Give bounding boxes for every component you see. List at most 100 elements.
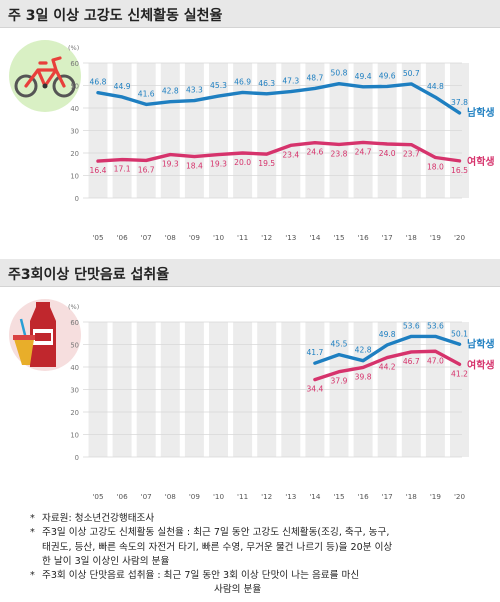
data-point xyxy=(410,335,413,338)
data-label: 19.3 xyxy=(210,160,227,169)
x-tick-label: '15 xyxy=(333,233,344,242)
x-tick-label: '15 xyxy=(333,492,344,501)
y-tick-label: 30 xyxy=(70,128,79,136)
series-line-1 xyxy=(96,81,462,115)
note-marker: * xyxy=(30,570,35,582)
data-point xyxy=(169,153,172,156)
data-point xyxy=(361,366,365,369)
data-label: 19.5 xyxy=(258,159,275,168)
soda-drink-icon xyxy=(9,299,81,371)
y-tick-label: 40 xyxy=(70,105,79,113)
chart1-svg: 0 10 20 30 40 50 60 (%) '05 '06 '07 '08 '09 '10 '11 '12… xyxy=(9,40,495,242)
data-point xyxy=(217,153,220,156)
data-point xyxy=(337,370,341,373)
data-label: 46.9 xyxy=(234,77,251,86)
data-label: 23.4 xyxy=(282,150,299,159)
note-def2-line2: 사람의 분율 xyxy=(214,584,262,596)
data-label: 44.9 xyxy=(114,82,131,91)
data-label: 48.7 xyxy=(306,73,323,82)
y-axis-label: (%) xyxy=(68,303,79,311)
series-name-label: 남학생 xyxy=(467,337,495,350)
data-point xyxy=(458,159,461,163)
x-tick-label: '12 xyxy=(261,492,272,501)
data-label: 42.8 xyxy=(162,87,179,96)
series-name-label: 여학생 xyxy=(467,155,495,168)
data-point xyxy=(313,87,317,90)
data-label: 34.4 xyxy=(306,385,323,394)
data-point xyxy=(217,94,220,98)
chart2-title: 주3회이상 단맛음료 섭취율 xyxy=(8,267,170,283)
note-source-text: 자료원: 청소년건강행태조사 xyxy=(42,513,155,524)
x-tick-label: '07 xyxy=(141,233,152,242)
y-tick-label: 20 xyxy=(70,409,79,417)
data-point xyxy=(458,343,461,346)
notes: * 자료원: 청소년건강행태조사 * 주3일 이상 고강도 신체활동 실천율 :… xyxy=(30,512,492,598)
x-tick-label: '16 xyxy=(358,233,370,242)
data-label: 24.6 xyxy=(306,148,323,157)
data-point xyxy=(386,142,389,146)
data-label: 46.3 xyxy=(258,79,275,88)
data-label: 50.8 xyxy=(331,69,348,78)
data-label: 17.1 xyxy=(114,165,131,174)
data-label: 41.7 xyxy=(306,348,323,357)
data-label: 47.0 xyxy=(427,356,444,365)
data-label: 50.1 xyxy=(451,329,468,338)
x-tick-label: '18 xyxy=(406,233,418,242)
y-tick-label: 10 xyxy=(70,432,79,440)
data-point xyxy=(434,156,437,159)
x-tick-label: '13 xyxy=(285,233,296,242)
data-point xyxy=(361,359,365,362)
data-label: 43.3 xyxy=(186,86,203,95)
x-tick-label: '19 xyxy=(430,233,442,242)
x-tick-label: '18 xyxy=(406,492,418,501)
data-label: 50.7 xyxy=(403,69,420,78)
x-tick-label: '14 xyxy=(309,492,321,501)
data-point xyxy=(241,151,244,155)
data-label: 18.4 xyxy=(186,162,203,171)
x-tick-label: '09 xyxy=(189,492,201,501)
data-label: 41.6 xyxy=(138,89,155,98)
x-tick-label: '09 xyxy=(189,233,201,242)
x-tick-label: '16 xyxy=(358,492,370,501)
x-tick-label: '06 xyxy=(117,492,129,501)
bicycle-icon xyxy=(9,40,81,112)
data-point xyxy=(193,155,196,158)
x-tick-label: '11 xyxy=(237,233,248,242)
data-label: 49.6 xyxy=(379,71,396,80)
data-point xyxy=(410,143,413,146)
data-label: 23.7 xyxy=(403,150,420,159)
x-tick-label: '05 xyxy=(92,233,103,242)
data-label: 37.9 xyxy=(331,377,348,386)
x-tick-label: '06 xyxy=(117,233,129,242)
x-tick-label: '14 xyxy=(309,233,321,242)
x-tick-label: '10 xyxy=(213,233,225,242)
x-tick-label: '17 xyxy=(382,233,393,242)
y-axis-label: (%) xyxy=(68,44,79,52)
data-point xyxy=(265,152,268,156)
chart1-title: 주 3일 이상 고강도 신체활동 실천율 xyxy=(8,8,223,24)
x-tick-label: '12 xyxy=(261,233,272,242)
y-tick-label: 50 xyxy=(70,83,79,91)
data-point xyxy=(145,103,148,106)
data-point xyxy=(313,141,317,144)
note-marker: * xyxy=(30,513,35,524)
note-definition-1: * 주3일 이상 고강도 신체활동 실천율 : 최근 7일 동안 고강도 신체활… xyxy=(30,526,492,569)
data-point xyxy=(458,363,461,366)
data-point xyxy=(361,141,365,144)
data-label: 41.2 xyxy=(451,369,468,378)
data-point xyxy=(96,159,100,163)
data-label: 45.3 xyxy=(210,81,227,90)
y-tick-label: 0 xyxy=(75,195,79,203)
y-tick-label: 0 xyxy=(75,454,79,462)
data-label: 18.0 xyxy=(427,163,444,172)
data-point xyxy=(434,335,437,338)
x-tick-label: '17 xyxy=(382,492,393,501)
data-point xyxy=(434,350,437,353)
y-tick-label: 40 xyxy=(70,364,79,372)
note-def1-line3: 한 날이 3일 이상인 사람의 분율 xyxy=(42,555,170,567)
note-marker: * xyxy=(30,527,35,539)
data-label: 46.7 xyxy=(403,357,420,366)
data-label: 47.3 xyxy=(282,77,299,86)
data-point xyxy=(434,96,437,99)
note-source: * 자료원: 청소년건강행태조사 xyxy=(30,512,492,526)
